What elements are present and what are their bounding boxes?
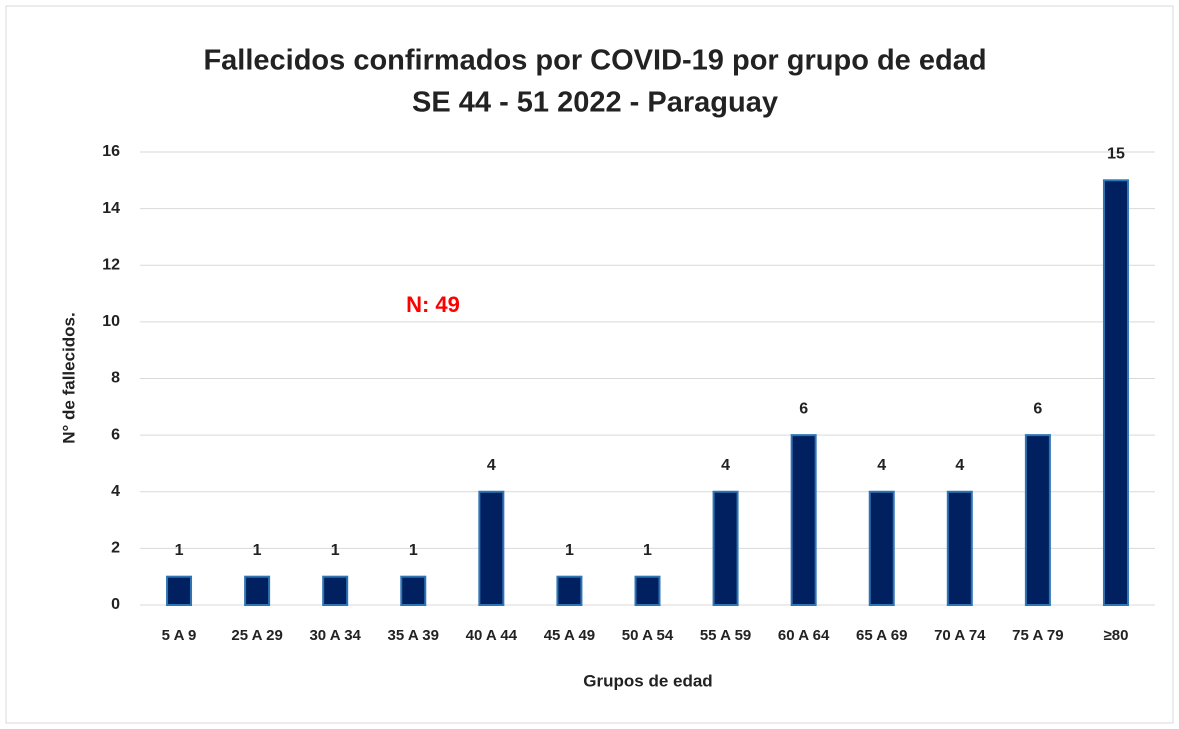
data-label: 6 <box>1033 400 1042 417</box>
chart-title: Fallecidos confirmados por COVID-19 por … <box>203 45 986 77</box>
bar <box>634 575 661 606</box>
bar <box>244 575 271 606</box>
data-label: 4 <box>721 457 730 474</box>
x-axis-label: Grupos de edad <box>583 671 712 690</box>
data-label: 1 <box>331 542 340 559</box>
x-tick-label: 45 A 49 <box>544 627 595 644</box>
data-label: 15 <box>1107 146 1125 163</box>
x-tick-label: 50 A 54 <box>622 627 674 644</box>
y-tick-label: 0 <box>111 596 120 613</box>
annotation: N: 49 <box>406 292 460 317</box>
y-tick-label: 10 <box>102 313 120 330</box>
bar <box>556 575 583 606</box>
data-label: 1 <box>253 542 262 559</box>
bar <box>478 490 505 606</box>
x-tick-label: 25 A 29 <box>231 627 282 644</box>
data-label: 1 <box>565 542 574 559</box>
x-tick-label: 30 A 34 <box>309 627 361 644</box>
y-tick-label: 4 <box>111 483 120 500</box>
data-label: 1 <box>409 542 418 559</box>
y-tick-label: 6 <box>111 426 120 443</box>
x-tick-label: 65 A 69 <box>856 627 907 644</box>
y-tick-label: 12 <box>102 256 120 273</box>
bar <box>400 575 427 606</box>
x-tick-label: 55 A 59 <box>700 627 751 644</box>
y-tick-label: 16 <box>102 143 120 160</box>
x-tick-label: 40 A 44 <box>466 627 518 644</box>
data-label: 4 <box>877 457 886 474</box>
bar <box>946 490 973 606</box>
x-tick-label: 75 A 79 <box>1012 627 1063 644</box>
chart-border <box>5 5 1174 724</box>
x-tick-label: ≥80 <box>1104 627 1129 644</box>
data-label: 4 <box>955 457 964 474</box>
bar <box>322 575 349 606</box>
bar <box>166 575 193 606</box>
data-label: 1 <box>643 542 652 559</box>
data-label: 6 <box>799 400 808 417</box>
x-tick-label: 35 A 39 <box>388 627 439 644</box>
x-tick-label: 60 A 64 <box>778 627 830 644</box>
chart-subtitle: SE 44 - 51 2022 - Paraguay <box>412 87 778 119</box>
y-axis-label: N° de fallecidos. <box>59 312 78 444</box>
bar <box>868 490 895 606</box>
x-tick-label: 5 A 9 <box>162 627 197 644</box>
data-label: 1 <box>175 542 184 559</box>
bar <box>712 490 739 606</box>
data-label: 4 <box>487 457 496 474</box>
bar <box>1024 434 1051 606</box>
y-tick-label: 14 <box>102 200 120 217</box>
y-tick-label: 8 <box>111 370 120 387</box>
x-tick-label: 70 A 74 <box>934 627 986 644</box>
bar <box>1102 179 1129 606</box>
bar <box>790 434 817 606</box>
y-tick-label: 2 <box>111 540 120 557</box>
